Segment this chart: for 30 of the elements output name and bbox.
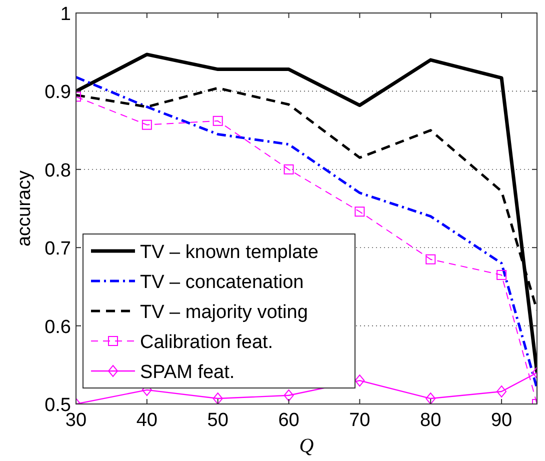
point: [496, 270, 507, 280]
x-tick-label: 80: [420, 410, 442, 431]
y-axis-title: accuracy: [14, 170, 35, 247]
x-tick-label: 90: [490, 410, 512, 431]
point: [284, 164, 294, 174]
point: [212, 392, 223, 404]
x-tick-label: 60: [278, 410, 300, 431]
point: [142, 120, 152, 130]
point: [284, 389, 294, 402]
legend-label: TV – known template: [140, 242, 318, 263]
legend-label: Calibration feat.: [140, 332, 274, 353]
y-tick-label: 0.7: [44, 238, 71, 260]
x-axis-title: Q: [299, 435, 314, 457]
y-tick-label: 0.9: [44, 82, 71, 104]
x-tick-label: 40: [136, 410, 158, 431]
point: [426, 254, 436, 264]
legend-label: SPAM feat.: [140, 362, 235, 383]
point: [426, 392, 436, 404]
point: [354, 374, 365, 387]
y-tick-label: 0.6: [44, 316, 71, 338]
legend-label: TV – concatenation: [140, 272, 304, 293]
legend-label: TV – majority voting: [140, 302, 308, 323]
point: [212, 116, 223, 126]
y-tick-label: 0.8: [44, 160, 71, 182]
x-tick-label: 50: [207, 410, 228, 431]
x-tick-label: 70: [349, 410, 370, 431]
x-tick-label: 30: [65, 410, 87, 431]
y-tick-label: 1: [60, 4, 71, 25]
point: [354, 206, 365, 217]
point: [496, 385, 507, 398]
